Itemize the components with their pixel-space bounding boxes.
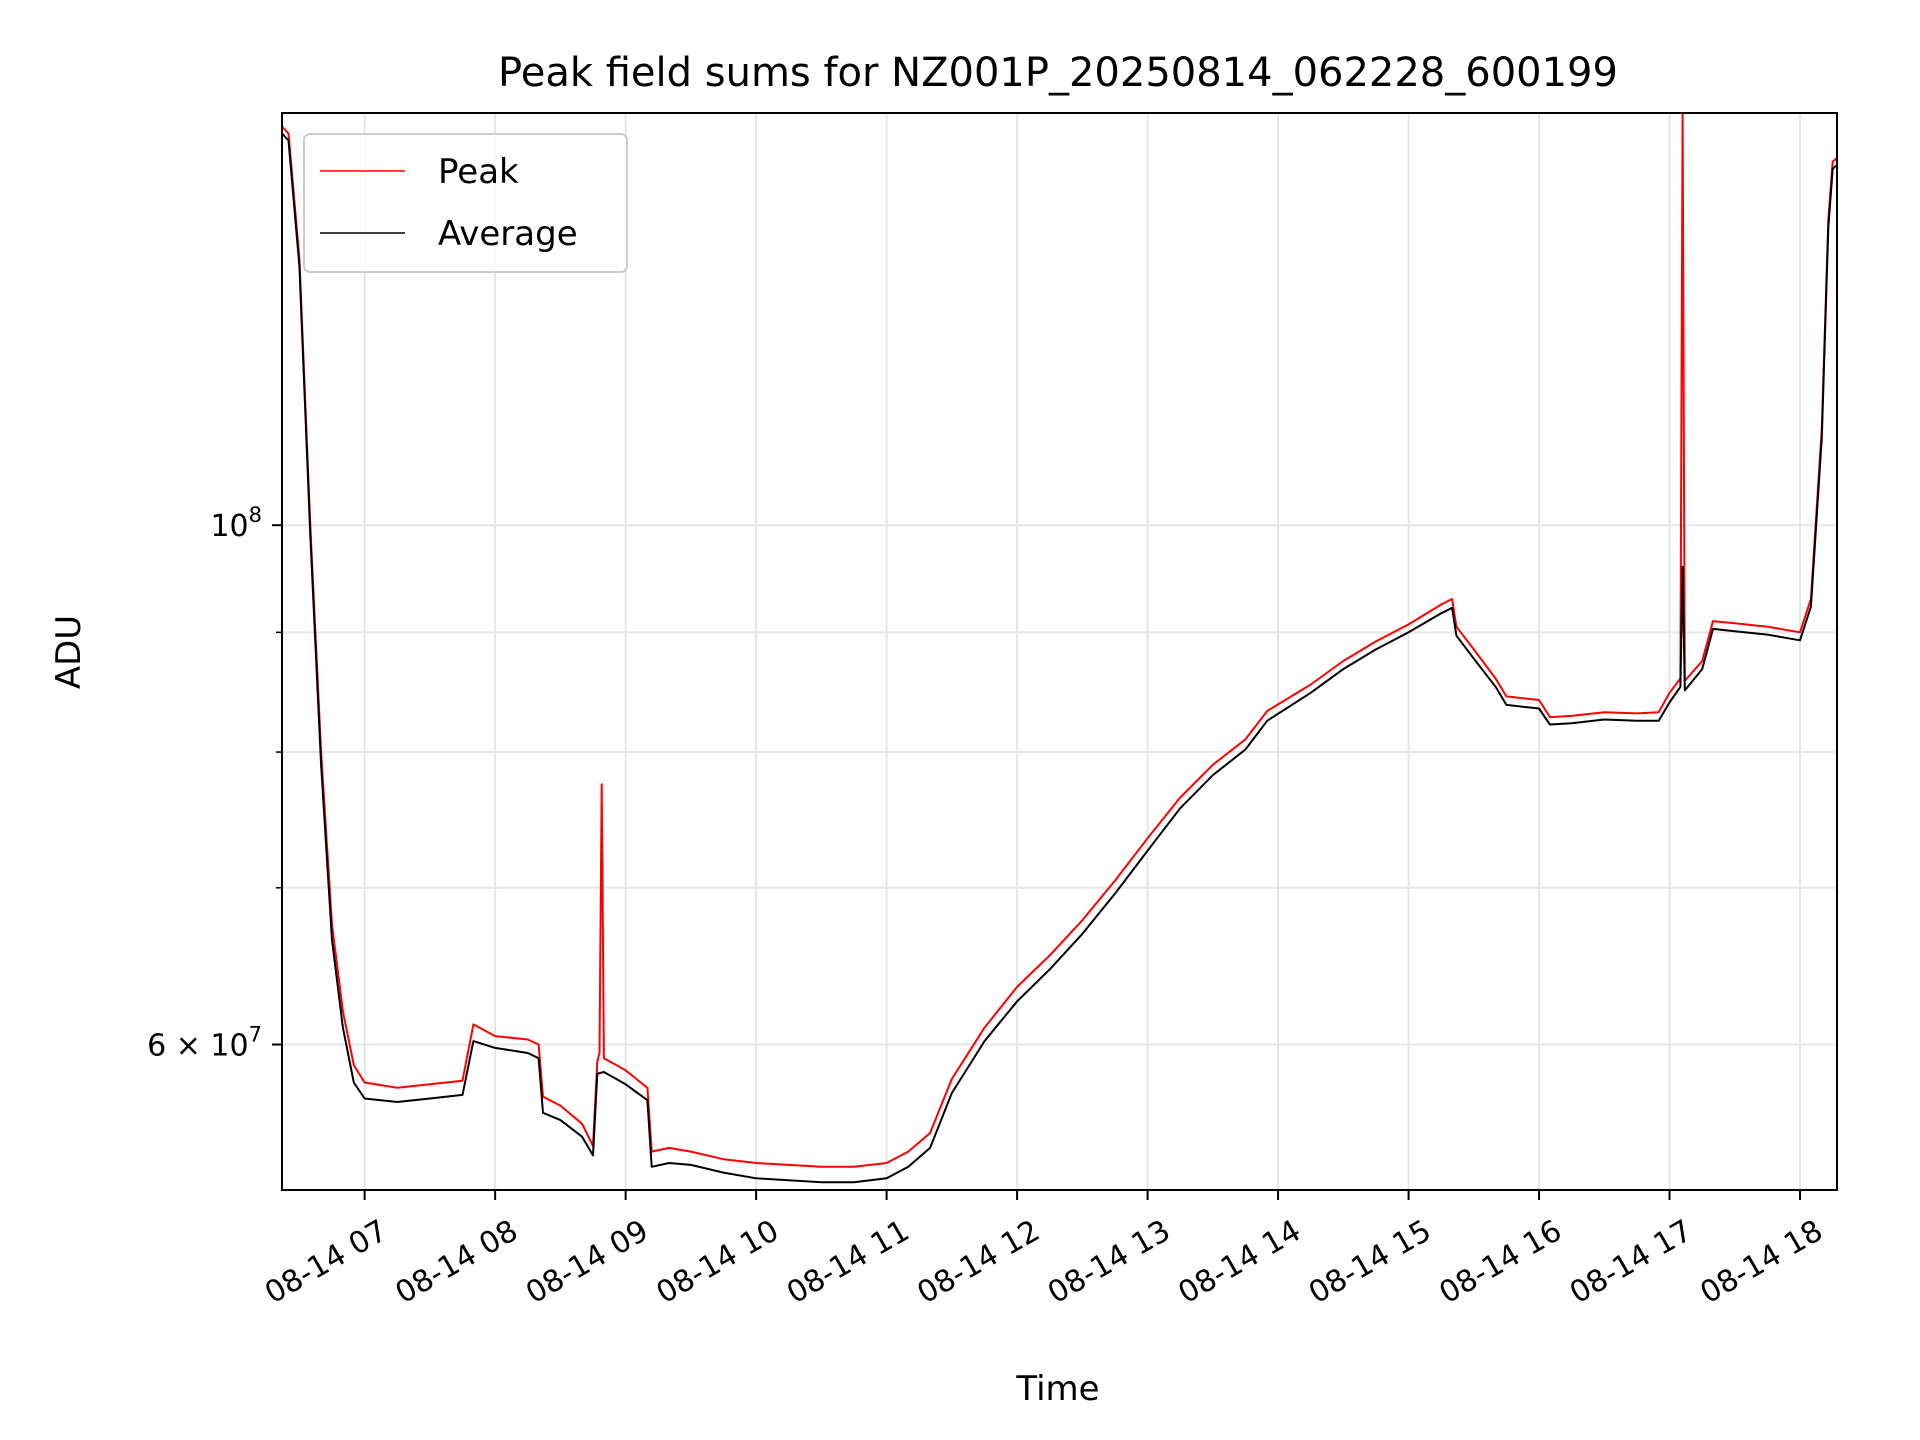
series-layer (282, 113, 1837, 1184)
y-tick-label: 6 × 107 (147, 1023, 262, 1064)
legend-box (303, 133, 628, 273)
series-line-peak (282, 113, 1837, 1168)
y-axis: 108 6 × 107 (147, 503, 282, 1064)
series-group (282, 113, 1837, 1184)
grid (282, 113, 1837, 1190)
legend-label-peak: Peak (438, 152, 519, 192)
plot-frame (281, 112, 1838, 1191)
chart-title: Peak field sums for NZ001P_20250814_0622… (498, 50, 1618, 96)
legend: Peak Average (303, 133, 628, 273)
legend-label-average: Average (438, 214, 578, 254)
y-axis-label: ADU (49, 615, 89, 689)
x-axis-label: Time (1015, 1369, 1099, 1409)
series-line-average (282, 132, 1837, 1184)
y-tick-label: 108 (210, 503, 262, 544)
